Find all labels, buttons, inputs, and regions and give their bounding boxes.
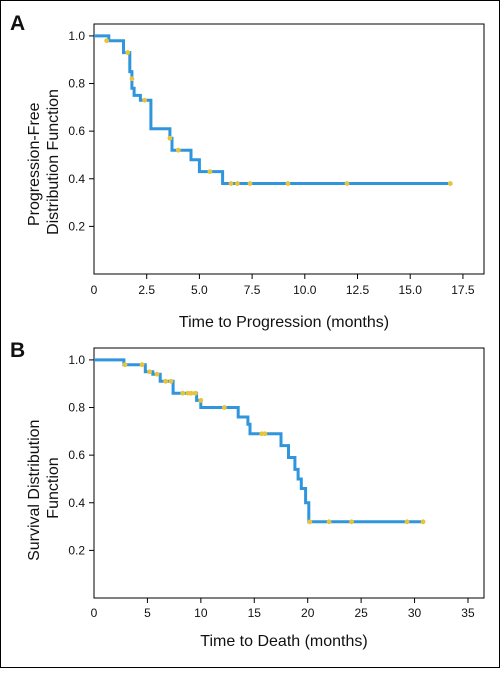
panel-a-x-tick-label: 10.0: [293, 283, 317, 297]
panel-b-x-tick-label: 35: [461, 606, 475, 620]
panel-b-censor-mark: [168, 378, 174, 384]
panel-b-censor-mark: [188, 390, 194, 396]
panel-b-plot-frame: [93, 347, 485, 599]
panel-b-censor-mark: [198, 397, 204, 403]
panel-b-censor-mark: [420, 519, 426, 525]
panel-b-censor-mark: [122, 362, 128, 368]
panel-a-censor-mark: [228, 181, 234, 186]
panel-b-x-tick-label: 5: [144, 606, 151, 620]
panel-a-y-tick-label: 0.2: [68, 219, 85, 233]
panel-b-survival-curve: [94, 358, 425, 524]
panel-b-x-tick-label: 15: [248, 606, 262, 620]
panel-b-censor-mark: [349, 519, 354, 525]
panel-a-y-axis-title: Progression-Free Distribution Function: [26, 89, 62, 235]
panel-b-y-tick-label: 0.4: [68, 496, 85, 510]
panel-a-censor-mark: [104, 38, 110, 44]
panel-a-censor-mark: [125, 50, 131, 55]
panel-b-letter: B: [10, 339, 25, 362]
panel-b-x-tick-label: 10: [194, 606, 208, 620]
panel-b-censor-mark: [193, 390, 198, 396]
panel-b-y-axis-title-line-2: Function: [45, 457, 62, 518]
panel-a-censor-mark: [129, 76, 135, 82]
panel-a-x-tick-label: 15.0: [399, 283, 423, 297]
panel-a-censor-mark: [285, 181, 291, 186]
panel-b-y-tick-label: 0.6: [68, 448, 85, 462]
panel-a-censor-mark: [447, 181, 453, 186]
panel-b-x-tick-label: 0: [91, 606, 98, 620]
panel-b-censor-mark: [262, 431, 268, 437]
panel-b-x-tick-label: 25: [354, 606, 368, 620]
panel-a-censor-mark: [142, 97, 147, 103]
panel-b-y-tick-label: 0.2: [68, 543, 85, 557]
panel-a-censor-mark: [167, 135, 173, 141]
panel-b-censor-mark: [163, 378, 168, 384]
panel-b-censor-mark: [221, 405, 227, 410]
panel-b-censor-mark: [326, 519, 332, 525]
panel-b-censor-mark: [404, 519, 410, 525]
panel-a-x-tick-label: 2.5: [138, 283, 155, 297]
panel-a-censor-mark: [207, 169, 213, 175]
panel-a-x-tick-label: 17.5: [451, 283, 475, 297]
panel-b-censor-mark: [307, 519, 313, 525]
panel-a-censor-mark: [175, 147, 181, 153]
panel-b-y-tick-label: 0.8: [68, 401, 85, 415]
panel-a-x-tick-label: 12.5: [346, 283, 370, 297]
panel-a-y-tick-label: 1.0: [68, 29, 85, 43]
panel-a-y-axis-title-line-2: Distribution Function: [45, 89, 62, 235]
panel-a: A Progression-Free Distribution Function…: [10, 12, 485, 331]
panel-b-censor-mark: [154, 371, 160, 377]
panel-b-x-tick-label: 30: [408, 606, 422, 620]
panel-a-censor-mark: [234, 181, 240, 186]
panel-a-censor-mark: [247, 181, 253, 186]
panel-a-plot-frame: [93, 23, 485, 275]
panel-a-x-tick-label: 7.5: [244, 283, 261, 297]
panel-b: B Survival Distribution Function Time to…: [10, 339, 485, 650]
panel-a-y-tick-label: 0.4: [68, 172, 85, 186]
panel-b-x-tick-label: 20: [301, 606, 315, 620]
panel-a-y-tick-label: 0.6: [68, 124, 85, 138]
panel-a-censor-mark: [344, 181, 350, 186]
panel-b-censor-mark: [147, 369, 152, 375]
panel-a-y-axis-title-line-1: Progression-Free: [26, 102, 43, 226]
panel-a-letter: A: [10, 12, 25, 35]
panel-a-x-tick-label: 5.0: [191, 283, 208, 297]
panel-a-y-tick-label: 0.8: [68, 77, 85, 91]
panel-b-x-axis-title: Time to Death (months): [200, 633, 367, 650]
panel-b-censor-mark: [180, 390, 186, 396]
panel-a-x-axis-title: Time to Progression (months): [179, 314, 389, 331]
panel-b-censor-mark: [139, 362, 145, 368]
panel-a-x-tick-label: 0: [91, 283, 98, 297]
panel-b-y-axis-title: Survival Distribution Function: [26, 415, 62, 561]
panel-b-y-tick-label: 1.0: [68, 353, 85, 367]
panel-b-y-axis-title-line-1: Survival Distribution: [26, 420, 43, 561]
